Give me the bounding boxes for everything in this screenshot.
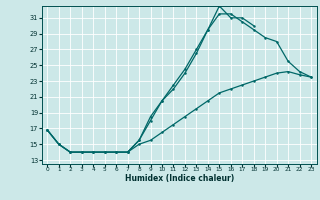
X-axis label: Humidex (Indice chaleur): Humidex (Indice chaleur)	[124, 174, 234, 183]
